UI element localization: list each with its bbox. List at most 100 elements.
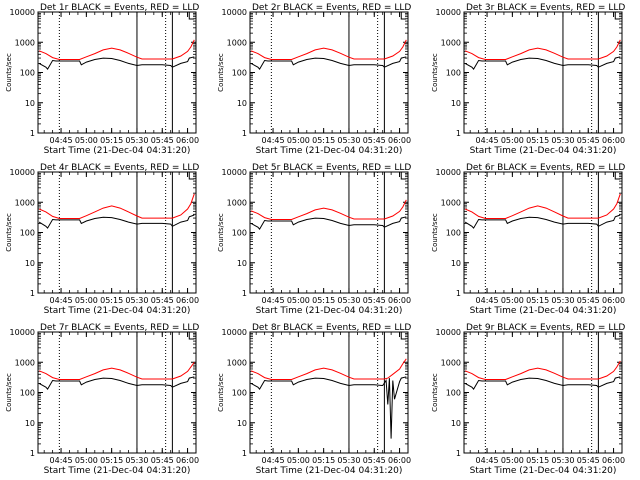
y-tick-label: 100 [20,69,35,78]
x-tick-label: 05:15 [312,296,335,305]
y-axis-label: Counts/sec [217,213,225,252]
x-tick-label: 05:30 [337,456,360,465]
plot-frame [463,171,623,294]
y-tick-label: 10000 [10,328,35,337]
panel-det-7r: Det 7r BLACK = Events, RED = LLD 1 10 100 10… [5,323,199,476]
x-tick-label: 05:45 [577,296,600,305]
x-axis-label: Start Time (21-Dec-04 04:31:20) [44,306,191,316]
y-tick-label: 10 [237,259,247,268]
x-tick-label: 05:30 [125,136,148,145]
x-tick-label: 05:30 [337,296,360,305]
series-events-line [38,376,195,390]
y-tick-label: 10000 [436,8,461,17]
y-tick-label: 10 [237,99,247,108]
x-tick-label: 05:30 [551,456,574,465]
plot-frame [463,331,623,454]
x-tick-label: 05:15 [100,136,123,145]
x-tick-label: 06:00 [602,456,625,465]
x-tick-label: 06:00 [388,456,411,465]
bracket-mark [614,332,621,340]
series-lld-line [250,199,407,220]
y-axis-label: Counts/sec [431,373,439,412]
y-axis-label: Counts/sec [217,53,225,92]
y-tick-label: 100 [20,229,35,238]
bracket-mark [188,12,195,20]
series-lld-line [38,39,195,60]
panel-det-1r: Det 1r BLACK = Events, RED = LLD 1 10 100 10… [5,3,199,156]
x-tick-label: 05:00 [287,136,310,145]
y-tick-label: 1 [456,449,461,458]
x-tick-label: 05:30 [551,136,574,145]
y-tick-label: 10000 [436,328,461,337]
y-tick-label: 10000 [10,8,35,17]
y-tick-label: 1000 [441,198,461,207]
panel-det-5r: Det 5r BLACK = Events, RED = LLD 1 10 100 10… [217,163,411,316]
y-tick-label: 1000 [441,358,461,367]
x-tick-label: 06:00 [388,296,411,305]
x-tick-label: 05:00 [75,456,98,465]
x-tick-label: 05:45 [151,456,174,465]
y-tick-label: 10 [451,99,461,108]
series-lld-line [38,193,195,219]
y-tick-label: 10 [25,419,35,428]
plot-frame [249,331,409,454]
x-axis-label: Start Time (21-Dec-04 04:31:20) [470,466,617,476]
plot-frame [37,171,197,294]
x-tick-label: 04:45 [476,456,499,465]
x-tick-label: 04:45 [50,456,73,465]
x-tick-label: 06:00 [388,136,411,145]
x-tick-label: 05:45 [577,136,600,145]
y-tick-label: 1000 [227,198,247,207]
y-tick-label: 100 [446,229,461,238]
x-tick-label: 06:00 [602,296,625,305]
y-axis-label: Counts/sec [431,53,439,92]
x-tick-label: 05:15 [312,136,335,145]
panel-title: Det 2r BLACK = Events, RED = LLD [252,3,411,13]
y-tick-label: 1 [30,449,35,458]
x-tick-label: 06:00 [176,296,199,305]
y-axis-label: Counts/sec [5,373,13,412]
y-axis-label: Counts/sec [5,53,13,92]
y-tick-label: 1000 [15,358,35,367]
series-lld-line [250,358,407,380]
x-tick-label: 05:00 [75,136,98,145]
y-tick-label: 10 [451,419,461,428]
x-tick-label: 06:00 [176,136,199,145]
panel-title: Det 4r BLACK = Events, RED = LLD [40,163,199,173]
bracket-mark [188,172,195,180]
x-axis-label: Start Time (21-Dec-04 04:31:20) [44,466,191,476]
x-tick-label: 04:45 [476,296,499,305]
x-tick-label: 05:30 [125,296,148,305]
x-tick-label: 04:45 [50,296,73,305]
x-tick-label: 05:00 [287,456,310,465]
y-tick-label: 10000 [10,168,35,177]
y-tick-label: 10000 [222,168,247,177]
y-tick-label: 100 [232,69,247,78]
panel-title: Det 6r BLACK = Events, RED = LLD [466,163,625,173]
x-tick-label: 05:00 [287,296,310,305]
plot-frame [37,11,197,134]
x-tick-label: 05:15 [100,456,123,465]
x-tick-label: 06:00 [176,456,199,465]
panel-det-2r: Det 2r BLACK = Events, RED = LLD 1 10 100 10… [217,3,411,156]
panel-title: Det 3r BLACK = Events, RED = LLD [466,3,625,13]
x-tick-label: 05:00 [501,136,524,145]
y-tick-label: 100 [20,389,35,398]
y-tick-label: 1 [30,289,35,298]
x-tick-label: 04:45 [262,456,285,465]
x-tick-label: 05:45 [151,136,174,145]
x-tick-label: 05:45 [363,296,386,305]
y-tick-label: 10 [451,259,461,268]
y-tick-label: 1000 [15,38,35,47]
x-tick-label: 04:45 [50,136,73,145]
y-tick-label: 1000 [441,38,461,47]
x-tick-label: 04:45 [476,136,499,145]
y-tick-label: 1 [30,129,35,138]
x-tick-label: 05:00 [75,296,98,305]
x-tick-label: 05:30 [337,136,360,145]
bracket-mark [614,12,621,20]
x-tick-label: 05:30 [125,456,148,465]
series-lld-line [464,39,621,60]
